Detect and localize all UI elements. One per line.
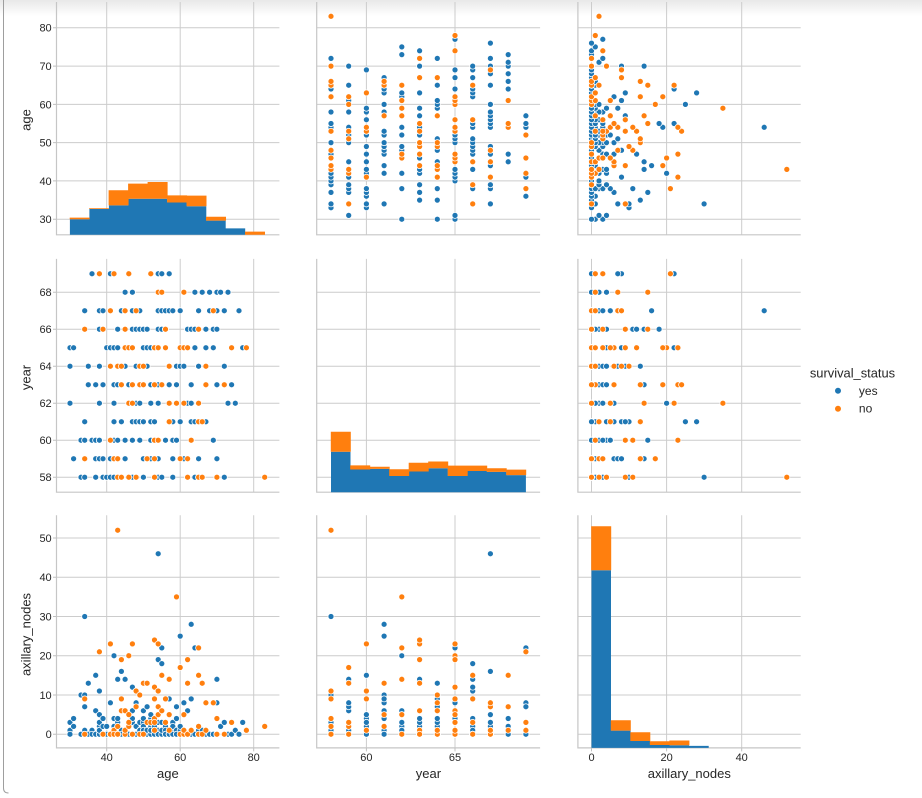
svg-text:60: 60 <box>360 752 372 764</box>
svg-text:60: 60 <box>39 99 51 111</box>
svg-text:yes: yes <box>859 384 878 398</box>
svg-text:60: 60 <box>174 752 186 764</box>
svg-text:58: 58 <box>39 472 51 484</box>
svg-text:64: 64 <box>39 361 51 373</box>
svg-text:survival_status: survival_status <box>810 366 895 381</box>
svg-text:20: 20 <box>660 752 672 764</box>
svg-text:0: 0 <box>46 729 52 741</box>
svg-text:80: 80 <box>39 23 51 35</box>
svg-text:50: 50 <box>39 533 51 545</box>
svg-text:age: age <box>157 766 179 781</box>
svg-text:axillary_nodes: axillary_nodes <box>648 766 732 781</box>
svg-text:year: year <box>416 766 442 781</box>
svg-text:age: age <box>19 109 34 131</box>
svg-text:66: 66 <box>39 324 51 336</box>
svg-text:80: 80 <box>248 752 260 764</box>
svg-text:70: 70 <box>39 61 51 73</box>
svg-text:62: 62 <box>39 398 51 410</box>
svg-text:40: 40 <box>736 752 748 764</box>
svg-text:40: 40 <box>39 572 51 584</box>
svg-text:30: 30 <box>39 214 51 226</box>
svg-text:60: 60 <box>39 435 51 447</box>
svg-text:no: no <box>859 402 873 416</box>
svg-text:65: 65 <box>449 752 461 764</box>
svg-text:10: 10 <box>39 690 51 702</box>
svg-text:year: year <box>19 364 34 390</box>
svg-text:0: 0 <box>588 752 594 764</box>
svg-text:40: 40 <box>101 752 113 764</box>
svg-text:40: 40 <box>39 176 51 188</box>
svg-text:axillary_nodes: axillary_nodes <box>19 592 34 676</box>
svg-text:30: 30 <box>39 611 51 623</box>
svg-text:20: 20 <box>39 651 51 663</box>
svg-text:50: 50 <box>39 138 51 150</box>
svg-text:68: 68 <box>39 287 51 299</box>
